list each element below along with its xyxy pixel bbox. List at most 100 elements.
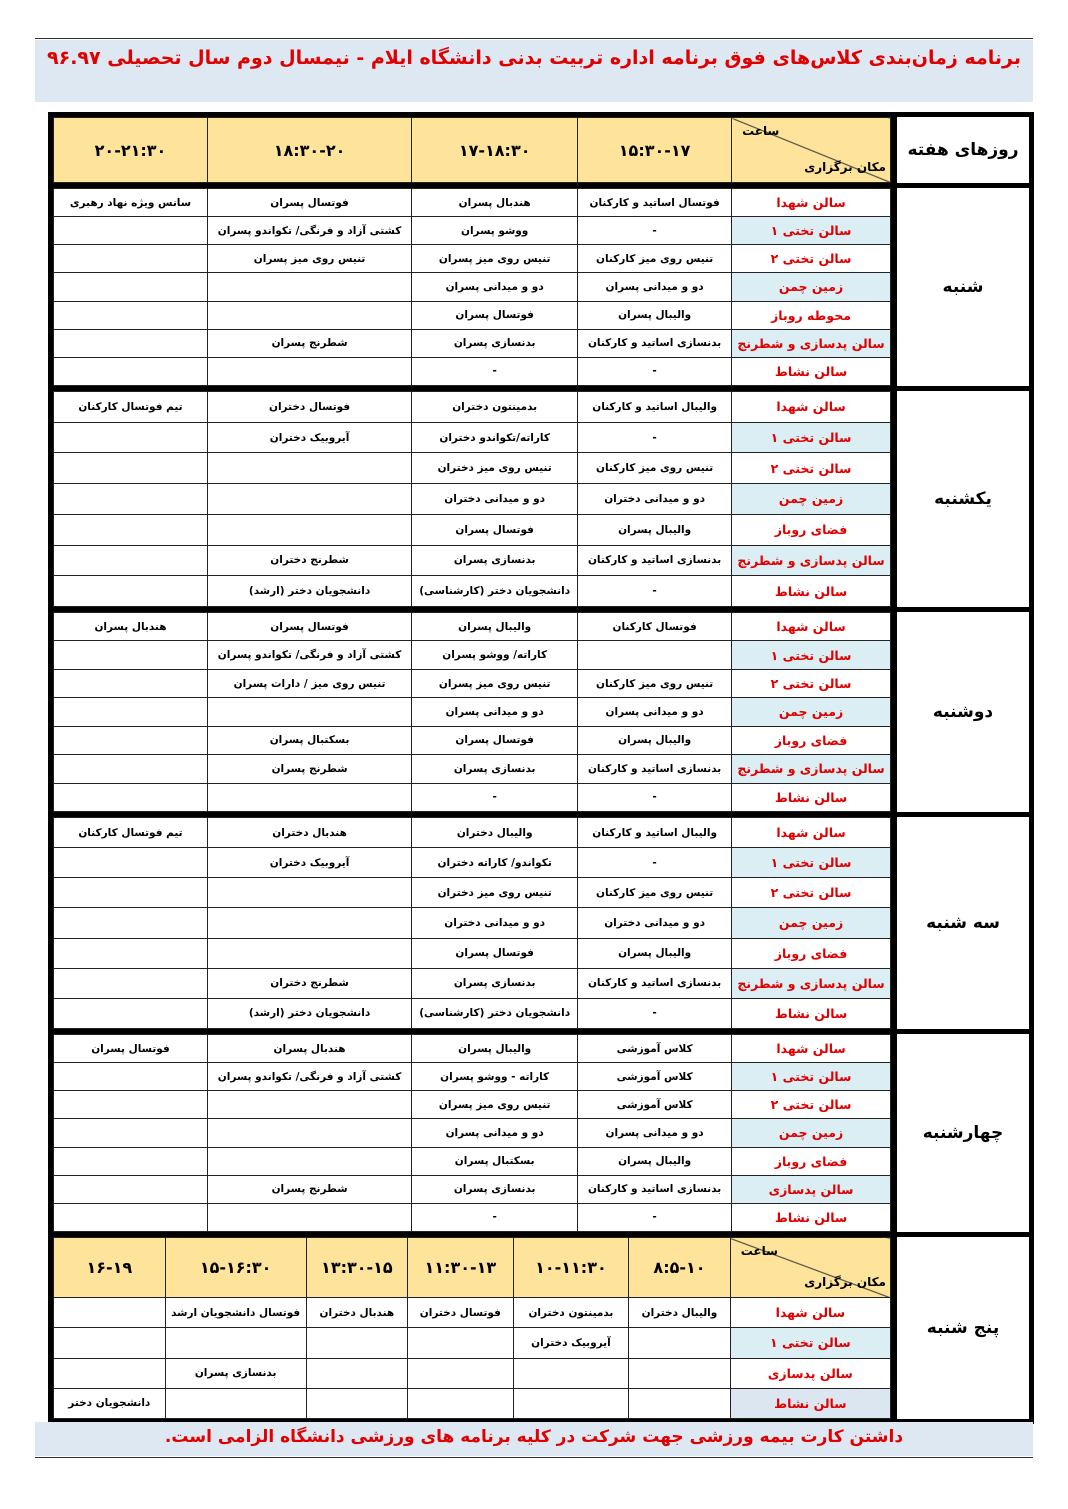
place-label: مکان برگزاری [804, 1275, 886, 1289]
table-row: فضای روباز والیبال پسران بسکتبال پسران [53, 1146, 891, 1176]
class-cell [53, 544, 208, 577]
venue-cell: زمین چمن [731, 907, 891, 939]
time-slot-header: ۱۷-۱۸:۳۰ [411, 117, 579, 183]
day-block: دوشنبه سالن شهدا فوتسال کارکنان والیبال پسر… [53, 611, 1030, 813]
day-table: سالن شهدا والیبال اساتید و کارکنان والیبال… [53, 816, 891, 1030]
schedule-table: روزهای هفته ساعت مکان برگزاری ۱۵:۳۰-۱۷ ۱۷-۱۸… [48, 112, 1034, 1424]
day-name: چهارشنبه [896, 1033, 1030, 1233]
class-cell [305, 1387, 409, 1420]
hour-label: ساعت [740, 1244, 778, 1258]
class-cell: دو و میدانی پسران [577, 272, 733, 302]
class-cell: کلاس آموزشی [577, 1033, 733, 1064]
class-cell: دو و میدانی پسران [411, 272, 579, 302]
class-cell: - [577, 782, 733, 813]
class-cell: هندبال پسران [411, 187, 579, 218]
venue-cell: محوطه روباز [731, 300, 891, 330]
class-cell: دو و میدانی دختران [577, 483, 733, 515]
class-cell: شطرنج پسران [206, 754, 413, 784]
hour-label: ساعت [742, 124, 780, 138]
class-cell [628, 1357, 731, 1389]
class-cell [206, 452, 413, 485]
class-cell [53, 1174, 208, 1204]
table-row: سالن پدسازی و شطرنج بدنسازی اساتید و کارک… [53, 544, 891, 577]
day-table: سالن شهدا والیبال اساتید و کارکنان بدمینتو… [53, 391, 891, 607]
table-row: سالن تختی ۲ تنیس روی میز کارکنان تنیس روی … [53, 244, 891, 274]
class-cell: دانشجویان دختر (کارشناسی) [411, 997, 579, 1030]
table-row: سالن پدسازی بدنسازی اساتید و کارکنان بدنسا… [53, 1174, 891, 1204]
title-band: برنامه زمان‌بندی کلاس‌های فوق برنامه ادا… [35, 40, 1033, 102]
class-cell [577, 640, 733, 670]
header-row-table: ساعت مکان برگزاری ۱۵:۳۰-۱۷ ۱۷-۱۸:۳۰ ۱۸:۳۰-۲۰… [53, 117, 891, 183]
class-cell [53, 907, 208, 939]
class-cell [206, 782, 413, 813]
class-cell: فوتسال پسران [411, 300, 579, 330]
class-cell: کشتی آزاد و فرنگی/ تکواندو پسران [206, 216, 413, 246]
class-cell: دو و میدانی دختران [411, 483, 579, 515]
class-cell: فوتسال پسران [411, 937, 579, 969]
class-cell: شطرنج دختران [206, 967, 413, 999]
class-cell [53, 216, 208, 246]
venue-cell: فضای روباز [731, 513, 891, 546]
class-cell: فوتسال دختران [206, 391, 413, 423]
time-slot-header: ۱۸:۳۰-۲۰ [206, 117, 413, 183]
class-cell: تنیس روی میز پسران [411, 1090, 579, 1120]
table-row: فضای روباز والیبال پسران فوتسال پسران [53, 513, 891, 546]
class-cell: تنیس روی میز پسران [411, 668, 579, 699]
class-cell: کلاس آموزشی [577, 1062, 733, 1092]
table-row: سالن شهدا والیبال اساتید و کارکنان بدمینتو… [53, 391, 891, 423]
venue-cell: سالن تختی ۱ [731, 1062, 891, 1092]
class-cell: آیروبیک دختران [512, 1327, 630, 1359]
class-cell: دو و میدانی پسران [577, 1118, 733, 1148]
table-row: سالن تختی ۱ کلاس آموزشی کاراته - ووشو پسرا… [53, 1062, 891, 1092]
class-cell [53, 1202, 208, 1233]
table-row: سالن پدسازی و شطرنج بدنسازی اساتید و کارک… [53, 967, 891, 999]
class-cell: تنیس روی میز / دارات پسران [206, 668, 413, 699]
class-cell: بدنسازی پسران [411, 328, 579, 358]
class-cell [206, 1090, 413, 1120]
venue-cell: سالن تختی ۲ [731, 1090, 891, 1120]
class-cell [53, 452, 208, 485]
footer-band: داشتن کارت بیمه ورزشی جهت شرکت در کلیه ب… [35, 1422, 1033, 1456]
bottom-rule [35, 1457, 1033, 1458]
class-cell: دانشجویان دختر (ارشد) [206, 997, 413, 1030]
time-slot-header: ۱۶-۱۹ [53, 1237, 166, 1298]
class-cell: بدنسازی اساتید و کارکنان [577, 1174, 733, 1204]
venue-cell: زمین چمن [731, 697, 891, 727]
class-cell: فوتسال دانشجویان ارشد [164, 1296, 307, 1329]
class-cell [53, 1090, 208, 1120]
class-cell: دو و میدانی پسران [577, 697, 733, 727]
venue-cell: سالن پدسازی و شطرنج [731, 544, 891, 577]
class-cell: بدنسازی اساتید و کارکنان [577, 754, 733, 784]
venue-cell: سالن تختی ۱ [731, 216, 891, 246]
class-cell [512, 1387, 630, 1420]
class-cell [53, 1146, 208, 1176]
table-row: محوطه روباز والیبال پسران فوتسال پسران [53, 300, 891, 330]
top-rule [35, 38, 1033, 39]
class-cell [53, 937, 208, 969]
class-cell: بدنسازی پسران [164, 1357, 307, 1389]
time-slot-header: ۱۱:۳۰-۱۳ [407, 1237, 514, 1298]
class-cell [53, 300, 208, 330]
class-cell: فوتسال کارکنان [577, 611, 733, 642]
time-slot-header: ۸:۵-۱۰ [628, 1237, 731, 1298]
table-row: زمین چمن دو و میدانی پسران دو و میدانی پسر… [53, 272, 891, 302]
table-row: سالن تختی ۲ تنیس روی میز کارکنان تنیس روی … [53, 877, 891, 909]
class-cell [407, 1357, 514, 1389]
class-cell: تنیس روی میز کارکنان [577, 668, 733, 699]
class-cell [206, 907, 413, 939]
day-table: سالن شهدا فوتسال اساتید و کارکنان هندبال پ… [53, 187, 891, 387]
class-cell: دانشجویان دختر (کارشناسی) [411, 575, 579, 607]
table-row: سالن پدسازی بدنسازی پسران [53, 1357, 892, 1389]
day-block: سه شنبه سالن شهدا والیبال اساتید و کارکنان… [53, 816, 1030, 1030]
table-row: زمین چمن دو و میدانی پسران دو و میدانی پسر… [53, 1118, 891, 1148]
class-cell: - [577, 216, 733, 246]
venue-cell: سالن نشاط [731, 782, 891, 813]
class-cell [53, 754, 208, 784]
class-cell: والیبال دختران [411, 816, 579, 849]
place-label: مکان برگزاری [804, 160, 886, 174]
class-cell: والیبال پسران [577, 513, 733, 546]
day-block-thursday: پنج شنبه ساعت مکان برگزاری ۸:۵-۱۰ ۱۰-۱۱:۳۰ ۱۱… [53, 1236, 1030, 1420]
class-cell [206, 356, 413, 387]
class-cell: تیم فوتسال کارکنان [53, 816, 208, 849]
venue-cell: سالن پدسازی و شطرنج [731, 754, 891, 784]
